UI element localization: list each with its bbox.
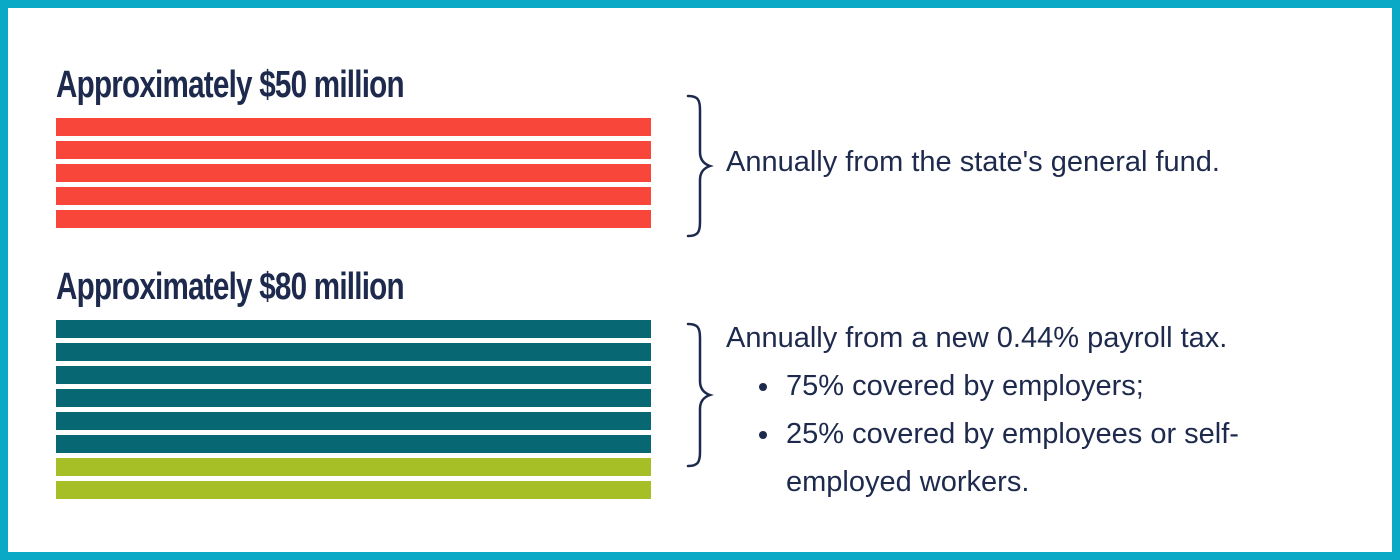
bullet-icon bbox=[759, 383, 767, 391]
bar-stripe-series-1 bbox=[56, 389, 651, 407]
bar-stripe-series-2 bbox=[56, 458, 651, 476]
section1-description: Annually from the state's general fund. bbox=[726, 146, 1220, 178]
list-item: 75% covered by employers; bbox=[756, 362, 1346, 410]
section2-description: Annually from a new 0.44% payroll tax. bbox=[726, 322, 1228, 354]
bar-stripe-series-1 bbox=[56, 435, 651, 453]
bullet-text: 75% covered by employers; bbox=[786, 370, 1144, 402]
contribution-breakdown-list: 75% covered by employers; 25% covered by… bbox=[756, 362, 1346, 506]
payroll-tax-bars bbox=[56, 320, 651, 500]
list-item: 25% covered by employees or self-employe… bbox=[756, 410, 1346, 506]
bar-stripe-series-1 bbox=[56, 320, 651, 338]
bar-stripe-series-1 bbox=[56, 118, 651, 136]
brace-icon bbox=[686, 94, 714, 238]
general-fund-bars bbox=[56, 118, 651, 230]
bullet-icon bbox=[759, 431, 767, 439]
section1-heading: Approximately $50 million bbox=[56, 64, 405, 106]
bar-stripe-series-1 bbox=[56, 141, 651, 159]
bar-stripe-series-1 bbox=[56, 187, 651, 205]
bar-stripe-series-1 bbox=[56, 366, 651, 384]
bar-stripe-series-2 bbox=[56, 481, 651, 499]
bar-stripe-series-1 bbox=[56, 210, 651, 228]
bar-stripe-series-1 bbox=[56, 412, 651, 430]
bullet-text: 25% covered by employees or self-employe… bbox=[786, 418, 1239, 498]
section2-heading: Approximately $80 million bbox=[56, 266, 405, 308]
bar-stripe-series-1 bbox=[56, 343, 651, 361]
brace-icon bbox=[686, 322, 714, 468]
bar-stripe-series-1 bbox=[56, 164, 651, 182]
